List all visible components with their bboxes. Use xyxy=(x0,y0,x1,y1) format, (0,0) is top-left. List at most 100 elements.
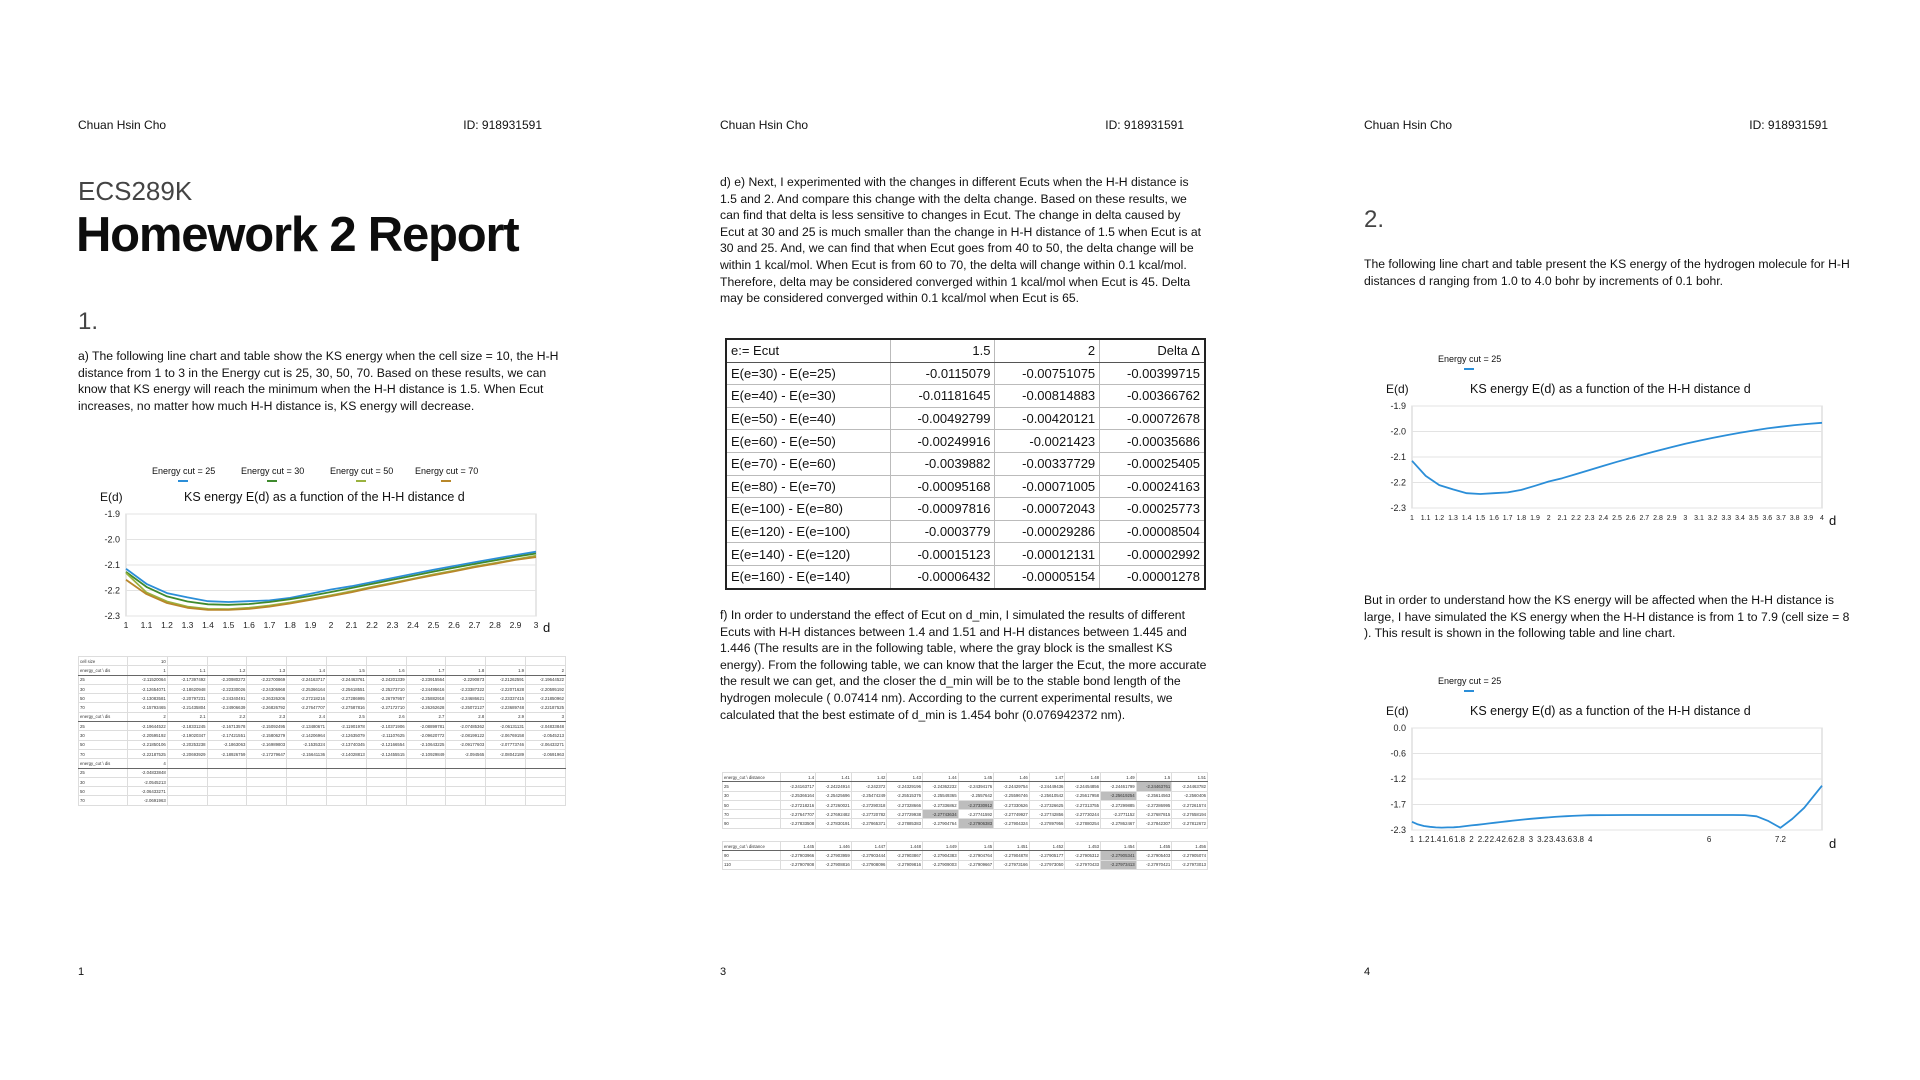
table-cell: -2.2290873 xyxy=(445,674,487,685)
table-cell: 110 xyxy=(722,859,781,870)
chart-title: KS energy E(d) as a function of the H-H … xyxy=(1470,704,1751,718)
table-cell: -2.25072127 xyxy=(445,702,487,713)
table-row: E(e=140) - E(e=120) -0.00015123 -0.0001213… xyxy=(725,542,1206,566)
table-cell: -2.04833848 xyxy=(525,721,566,732)
table-cell: -2.12166554 xyxy=(365,739,407,750)
table-cell: -2.24454856 xyxy=(1064,781,1102,792)
x-tick-label: 2.3 xyxy=(1585,515,1595,522)
table-cell: -2.20253238 xyxy=(166,739,208,750)
table-cell: 2.4 xyxy=(286,711,327,723)
x-tick-label: 1.4 xyxy=(1462,515,1472,522)
table-cell: 50 xyxy=(78,693,128,704)
table-header-row: e:= Ecut 1.5 2 Delta Δ xyxy=(725,338,1206,363)
table-cell: -2.27729938 xyxy=(886,809,923,820)
table-cell: -2.24449436 xyxy=(1028,781,1066,792)
table-cell xyxy=(166,758,208,769)
table-cell: -2.26826792 xyxy=(246,702,288,713)
table-cell: 70 xyxy=(78,702,128,713)
table-row: E(e=50) - E(e=40) -0.00492799 -0.00420121-… xyxy=(725,406,1206,431)
table-cell: -0.00814883 xyxy=(994,384,1101,408)
table-cell: -2.09177603 xyxy=(445,739,487,750)
table-cell: -2.25596746 xyxy=(993,790,1030,801)
y-tick-label: -1.7 xyxy=(1390,800,1406,810)
table-row: 110 -2.27907808 -2.27908816 -2.27908096 -2.2… xyxy=(722,859,1208,870)
table-cell xyxy=(325,776,367,788)
table-cell: -2.24463782 xyxy=(1171,781,1208,792)
table-cell: 1.445 xyxy=(779,840,817,852)
table-cell xyxy=(286,786,327,797)
table-cell xyxy=(485,758,527,769)
table-cell: -2.18926759 xyxy=(206,748,248,760)
table-cell: -2.17279647 xyxy=(246,748,288,760)
table-header-cell: 1.5 xyxy=(889,338,996,363)
chart-title: KS energy E(d) as a function of the H-H … xyxy=(184,490,465,504)
table-row: E(e=40) - E(e=30) -0.01181645 -0.00814883-… xyxy=(725,384,1206,408)
table-row: 25 -2.04833848 xyxy=(78,767,566,778)
table-cell xyxy=(445,795,487,806)
y-axis-label: E(d) xyxy=(1386,704,1409,718)
y-tick-label: -0.6 xyxy=(1390,749,1406,759)
table-cell xyxy=(485,655,527,667)
table-cell xyxy=(286,776,327,788)
table-cell: -2.16713578 xyxy=(206,721,248,732)
table-cell xyxy=(365,767,407,778)
table-cell: -2.11901978 xyxy=(325,721,367,732)
table-cell xyxy=(365,655,407,667)
table-row: 70 -2.22187525 -2.20693929 -2.18926759 -2.17… xyxy=(78,748,566,760)
table-cell: -2.24340491 xyxy=(206,693,248,704)
table-cell: -2.1863063 xyxy=(206,739,248,750)
table-cell: -2.13740345 xyxy=(325,739,367,750)
table-cell: -2.27720782 xyxy=(850,809,888,820)
table-cell: -2.27970433 xyxy=(1064,859,1102,870)
table-cell: -2.27286995 xyxy=(1135,799,1173,811)
x-axis-label: d xyxy=(1829,836,1837,851)
table-cell xyxy=(525,655,566,667)
table-cell: -2.27313755 xyxy=(1064,799,1102,811)
x-tick-label: 2 xyxy=(329,620,334,630)
table-cell: 70 xyxy=(722,809,781,820)
y-tick-label: -2.2 xyxy=(104,586,120,596)
table-row: 70 -2.27647707 -2.27692482 -2.27720782 -2.27… xyxy=(722,809,1208,820)
table-cell: E(e=140) - E(e=120) xyxy=(725,542,891,566)
table-cell: -2.25366164 xyxy=(779,790,817,801)
table-cell: -2.24463761 xyxy=(325,674,367,685)
x-tick-label: 2.2 xyxy=(366,620,378,630)
table-cell: -2.24686621 xyxy=(445,693,487,704)
line-chart-ks-energy-1-to-4: -1.9 -2.0 -2.1 -2.2 -2.3 1 1.1 1.2 1.3 1.4 1.5 1.6 1… xyxy=(1390,401,1824,522)
y-tick-label: -1.2 xyxy=(1390,774,1406,784)
table-cell: -2.23689748 xyxy=(485,702,527,713)
table-cell: -2.21262591 xyxy=(485,674,527,685)
table-cell xyxy=(325,655,367,667)
series-line xyxy=(125,550,537,603)
table-cell xyxy=(405,767,447,778)
table-cell: -2.27286995 xyxy=(325,693,367,704)
legend-swatch xyxy=(178,480,188,482)
table-cell: 1.44 xyxy=(921,771,959,783)
table-cell: -2.07773746 xyxy=(485,739,527,750)
x-tick-label: 1.9 xyxy=(305,620,317,630)
table-cell: -2.27909667 xyxy=(957,859,995,870)
table-cell: 1.1 xyxy=(166,665,208,676)
author-name: Chuan Hsin Cho xyxy=(720,118,809,132)
legend-swatch xyxy=(441,480,451,482)
table-cell: -2.27905312 xyxy=(1064,850,1102,861)
table-cell: -2.24429754 xyxy=(993,781,1030,792)
table-cell: cell size xyxy=(78,655,128,667)
table-cell: -2.27830191 xyxy=(815,818,852,829)
table-cell: -2.24201339 xyxy=(365,674,407,685)
table-cell: 50 xyxy=(722,799,781,811)
y-tick-label: -2.3 xyxy=(1390,503,1406,513)
x-tick-label: 6 xyxy=(1707,835,1712,844)
table-cell: -2.27730244 xyxy=(1064,809,1102,820)
table-cell: 25 xyxy=(78,721,128,732)
table-cell: 1.456 xyxy=(1171,840,1208,852)
table-cell: -2.27973413 xyxy=(1100,859,1137,870)
x-tick-label: 1.1 xyxy=(141,620,153,630)
table-cell: 2 xyxy=(126,711,168,723)
x-tick-label: 2.1 xyxy=(1557,515,1567,522)
table-cell: 2.9 xyxy=(485,711,527,723)
table-cell: 1.452 xyxy=(1028,840,1066,852)
table-cell: -2.27741592 xyxy=(957,809,995,820)
table-cell: 1.9 xyxy=(485,665,527,676)
x-tick-label: 2.2 xyxy=(1478,835,1490,844)
